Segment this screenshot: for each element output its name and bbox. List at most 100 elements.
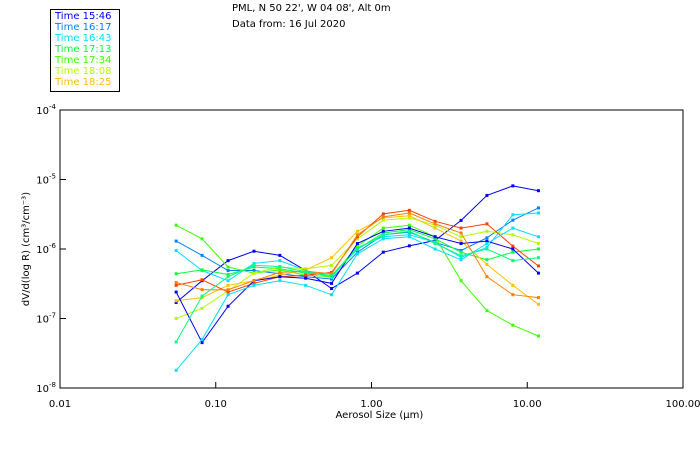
legend: Time 15:46 Time 16:17 Time 16:43 Time 17:13…: [50, 9, 120, 92]
plot-frame: [59, 109, 684, 389]
data-point: [433, 219, 437, 223]
data-point: [174, 223, 178, 227]
data-point: [536, 264, 540, 268]
data-point: [381, 237, 385, 241]
data-point: [252, 263, 256, 267]
data-point: [433, 222, 437, 226]
data-point: [536, 296, 540, 300]
data-point: [226, 283, 230, 287]
data-point: [433, 241, 437, 245]
data-point: [355, 252, 359, 256]
data-point: [433, 226, 437, 230]
data-point: [485, 275, 489, 279]
data-point: [485, 236, 489, 240]
data-point: [511, 218, 515, 222]
data-point: [511, 184, 515, 188]
data-point: [485, 193, 489, 197]
data-point: [407, 223, 411, 227]
data-point: [355, 247, 359, 251]
data-point: [381, 250, 385, 254]
x-tick-label: 1.00: [360, 399, 382, 410]
location-header: PML, N 50 22', W 04 08', Alt 0m: [232, 3, 391, 14]
data-point: [174, 272, 178, 276]
data-point: [226, 272, 230, 276]
data-point: [330, 256, 334, 260]
data-point: [174, 300, 178, 304]
data-point: [459, 241, 463, 245]
data-point: [536, 302, 540, 306]
data-point: [407, 216, 411, 220]
data-point: [355, 244, 359, 248]
data-point: [226, 304, 230, 308]
legend-entry: Time 15:46: [55, 11, 112, 22]
data-point: [355, 235, 359, 239]
data-point: [174, 340, 178, 344]
data-point: [226, 269, 230, 273]
y-tick-label: 10-5: [36, 173, 56, 187]
data-point: [226, 288, 230, 292]
data-point: [200, 278, 204, 282]
legend-entry: Time 16:43: [55, 33, 112, 44]
data-point: [407, 235, 411, 239]
data-point: [226, 279, 230, 283]
data-point: [381, 212, 385, 216]
data-point: [252, 249, 256, 253]
data-point: [381, 229, 385, 233]
data-point: [511, 233, 515, 237]
data-point: [252, 271, 256, 275]
data-point: [355, 250, 359, 254]
data-point: [536, 189, 540, 193]
data-point: [330, 287, 334, 291]
data-point: [330, 263, 334, 267]
data-point: [226, 293, 230, 297]
data-point: [278, 268, 282, 272]
data-point: [536, 334, 540, 338]
data-point: [485, 247, 489, 251]
data-point: [381, 218, 385, 222]
data-point: [459, 279, 463, 283]
data-point: [459, 255, 463, 259]
data-point: [511, 283, 515, 287]
data-point: [200, 337, 204, 341]
data-point: [511, 226, 515, 230]
data-point: [252, 283, 256, 287]
data-point: [485, 309, 489, 313]
data-point: [330, 274, 334, 278]
data-point: [511, 213, 515, 217]
data-point: [485, 262, 489, 266]
y-tick-label: 10-4: [36, 103, 56, 117]
data-point: [200, 294, 204, 298]
data-point: [459, 218, 463, 222]
data-point: [485, 241, 489, 245]
data-point: [278, 259, 282, 263]
data-point: [226, 275, 230, 279]
data-point: [226, 259, 230, 263]
data-point: [355, 229, 359, 233]
data-point: [252, 261, 256, 265]
y-axis-label: dV/d(log R) (cm³/cm⁻³): [21, 192, 32, 306]
data-point: [200, 306, 204, 310]
data-point: [536, 271, 540, 275]
data-point: [174, 239, 178, 243]
data-point: [174, 317, 178, 320]
data-point: [381, 215, 385, 219]
data-point: [511, 250, 515, 254]
data-point: [485, 258, 489, 262]
data-point: [459, 254, 463, 258]
x-tick-label: 100.00: [666, 399, 700, 410]
data-point: [536, 235, 540, 239]
data-point: [536, 211, 540, 215]
data-point: [200, 253, 204, 257]
data-point: [355, 233, 359, 237]
data-point: [252, 265, 256, 269]
x-tick-label: 0.10: [205, 399, 227, 410]
data-point: [174, 280, 178, 284]
data-point: [200, 268, 204, 272]
data-point: [511, 293, 515, 297]
data-point: [355, 271, 359, 275]
data-point: [511, 259, 515, 263]
legend-entry: Time 16:17: [55, 22, 112, 33]
x-axis-label: Aerosol Size (µm): [336, 410, 424, 421]
y-tick-label: 10-6: [36, 242, 56, 256]
data-point: [536, 256, 540, 260]
